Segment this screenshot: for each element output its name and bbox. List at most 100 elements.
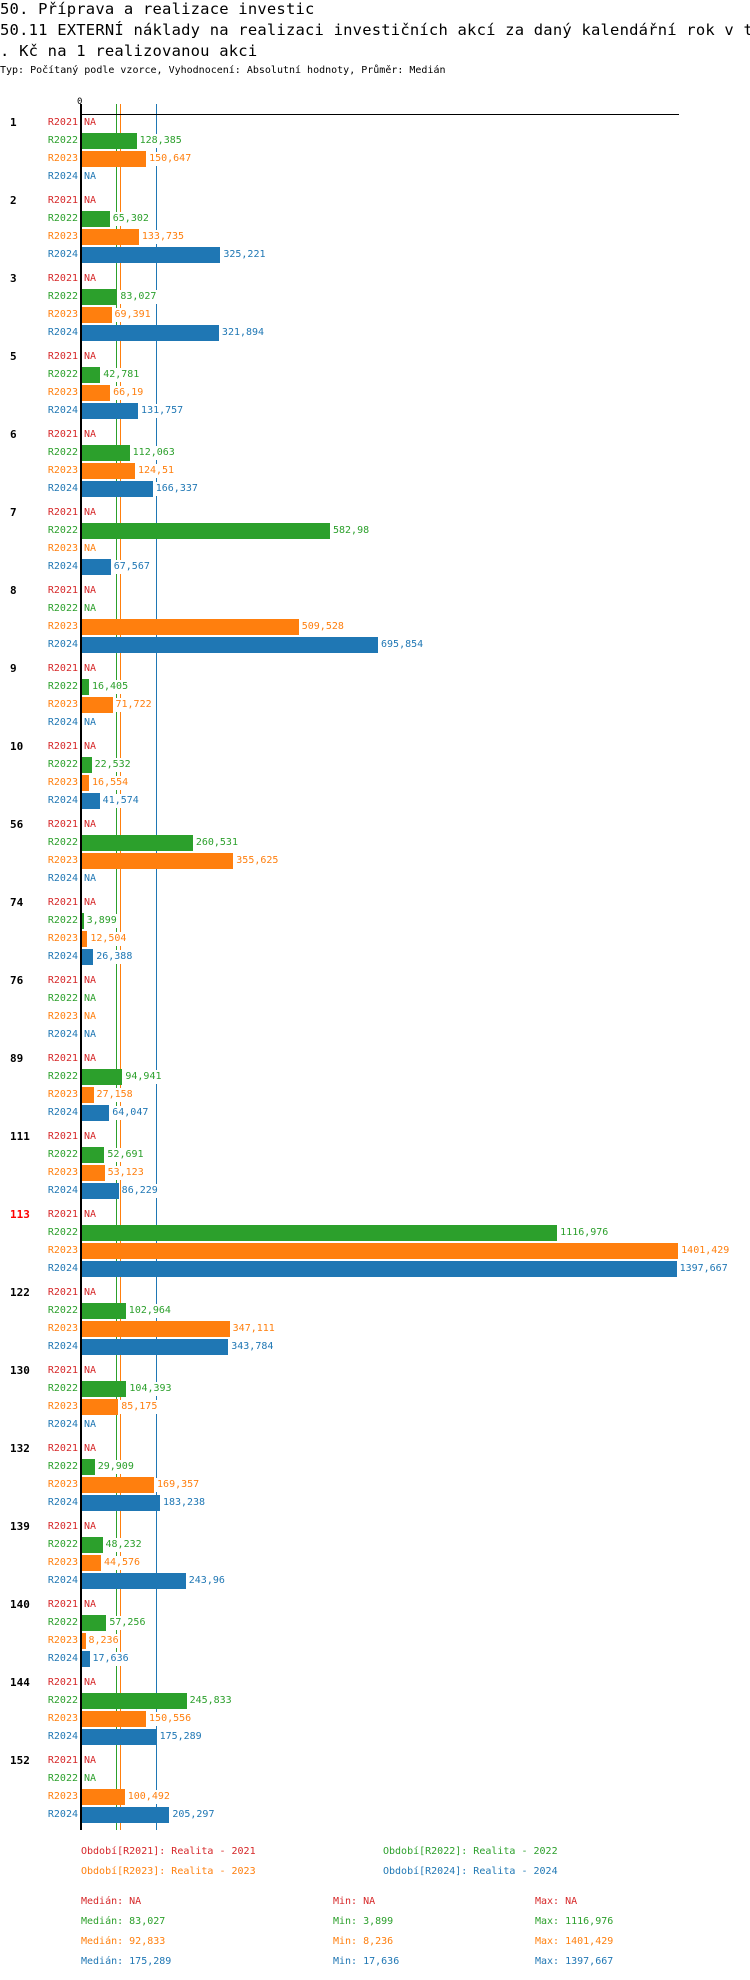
value-label: 29,909 bbox=[96, 1460, 135, 1474]
series-label: R2024 bbox=[47, 1029, 78, 1040]
bar-r2024 bbox=[82, 1495, 160, 1511]
series-label: R2022 bbox=[47, 447, 78, 458]
value-label: 695,854 bbox=[380, 638, 425, 652]
na-label: NA bbox=[83, 992, 98, 1006]
stat-median: Medián: 83,027 bbox=[81, 1916, 166, 1927]
na-label: NA bbox=[83, 1754, 98, 1768]
series-label: R2022 bbox=[47, 1617, 78, 1628]
bar-r2024 bbox=[82, 481, 153, 497]
bar-r2024 bbox=[82, 1261, 677, 1277]
na-label: NA bbox=[83, 602, 98, 616]
group-label: 111 bbox=[10, 1130, 30, 1143]
series-label: R2023 bbox=[47, 1791, 78, 1802]
value-label: 86,229 bbox=[120, 1184, 159, 1198]
series-label: R2024 bbox=[47, 1653, 78, 1664]
bar-r2022 bbox=[82, 1303, 126, 1319]
series-label: R2022 bbox=[47, 1695, 78, 1706]
bar-r2024 bbox=[82, 325, 219, 341]
median-line-r2022 bbox=[116, 104, 118, 1830]
series-label: R2022 bbox=[47, 1383, 78, 1394]
series-label: R2024 bbox=[47, 1107, 78, 1118]
bar-r2023 bbox=[82, 385, 111, 401]
na-label: NA bbox=[83, 1052, 98, 1066]
na-label: NA bbox=[83, 584, 98, 598]
value-label: 150,556 bbox=[148, 1712, 193, 1726]
series-label: R2021 bbox=[47, 117, 78, 128]
series-label: R2023 bbox=[47, 309, 78, 320]
value-label: 12,504 bbox=[89, 932, 128, 946]
series-label: R2024 bbox=[47, 327, 78, 338]
series-label: R2021 bbox=[47, 585, 78, 596]
na-label: NA bbox=[83, 1028, 98, 1042]
stat-min: Min: NA bbox=[333, 1896, 376, 1907]
bar-r2022 bbox=[82, 1537, 103, 1553]
na-label: NA bbox=[83, 1208, 98, 1222]
series-label: R2024 bbox=[47, 171, 78, 182]
series-label: R2021 bbox=[47, 1755, 78, 1766]
value-label: 26,388 bbox=[95, 950, 134, 964]
bar-r2023 bbox=[82, 775, 90, 791]
na-label: NA bbox=[83, 506, 98, 520]
series-label: R2023 bbox=[47, 1401, 78, 1412]
bar-r2024 bbox=[82, 1339, 229, 1355]
series-label: R2022 bbox=[47, 1461, 78, 1472]
value-label: 83,027 bbox=[119, 290, 158, 304]
series-label: R2023 bbox=[47, 1167, 78, 1178]
series-label: R2022 bbox=[47, 1227, 78, 1238]
legend-item: Období[R2023]: Realita - 2023 bbox=[81, 1866, 256, 1877]
series-label: R2022 bbox=[47, 759, 78, 770]
series-label: R2022 bbox=[47, 915, 78, 926]
na-label: NA bbox=[83, 1676, 98, 1690]
na-label: NA bbox=[83, 428, 98, 442]
series-label: R2021 bbox=[47, 1131, 78, 1142]
bar-r2023 bbox=[82, 697, 113, 713]
value-label: 150,647 bbox=[148, 152, 193, 166]
value-label: 100,492 bbox=[126, 1790, 171, 1804]
bar-r2023 bbox=[82, 1087, 94, 1103]
series-label: R2024 bbox=[47, 405, 78, 416]
bar-r2023 bbox=[82, 1711, 147, 1727]
group-label: 113 bbox=[10, 1208, 30, 1221]
bar-r2024 bbox=[82, 637, 379, 653]
series-label: R2021 bbox=[47, 273, 78, 284]
na-label: NA bbox=[83, 1010, 98, 1024]
group-label: 76 bbox=[10, 974, 24, 987]
series-label: R2024 bbox=[47, 1263, 78, 1274]
na-label: NA bbox=[83, 170, 98, 184]
series-label: R2023 bbox=[47, 465, 78, 476]
value-label: 260,531 bbox=[194, 836, 239, 850]
na-label: NA bbox=[83, 1418, 98, 1432]
value-label: 53,123 bbox=[106, 1166, 145, 1180]
bar-r2024 bbox=[82, 559, 111, 575]
series-label: R2021 bbox=[47, 1677, 78, 1688]
group-label: 3 bbox=[10, 272, 17, 285]
na-label: NA bbox=[83, 1130, 98, 1144]
bar-r2022 bbox=[82, 1225, 558, 1241]
series-label: R2023 bbox=[47, 1479, 78, 1490]
value-label: 41,574 bbox=[101, 794, 140, 808]
bar-r2022 bbox=[82, 367, 101, 383]
series-label: R2021 bbox=[47, 1209, 78, 1220]
series-label: R2024 bbox=[47, 1419, 78, 1430]
bar-r2022 bbox=[82, 757, 92, 773]
series-label: R2023 bbox=[47, 1245, 78, 1256]
series-label: R2023 bbox=[47, 543, 78, 554]
bar-r2022 bbox=[82, 289, 118, 305]
series-label: R2021 bbox=[47, 351, 78, 362]
series-label: R2021 bbox=[47, 975, 78, 986]
series-label: R2021 bbox=[47, 507, 78, 518]
group-label: 1 bbox=[10, 116, 17, 129]
bar-r2023 bbox=[82, 1555, 101, 1571]
stat-max: Max: 1116,976 bbox=[535, 1916, 614, 1927]
bar-r2023 bbox=[82, 1321, 230, 1337]
bar-r2024 bbox=[82, 949, 94, 965]
bar-r2022 bbox=[82, 1693, 187, 1709]
value-label: 355,625 bbox=[235, 854, 280, 868]
series-label: R2021 bbox=[47, 819, 78, 830]
na-label: NA bbox=[83, 542, 98, 556]
stat-median: Medián: NA bbox=[81, 1896, 142, 1907]
stat-max: Max: 1401,429 bbox=[535, 1936, 614, 1947]
series-label: R2024 bbox=[47, 561, 78, 572]
na-label: NA bbox=[83, 1442, 98, 1456]
series-label: R2022 bbox=[47, 993, 78, 1004]
